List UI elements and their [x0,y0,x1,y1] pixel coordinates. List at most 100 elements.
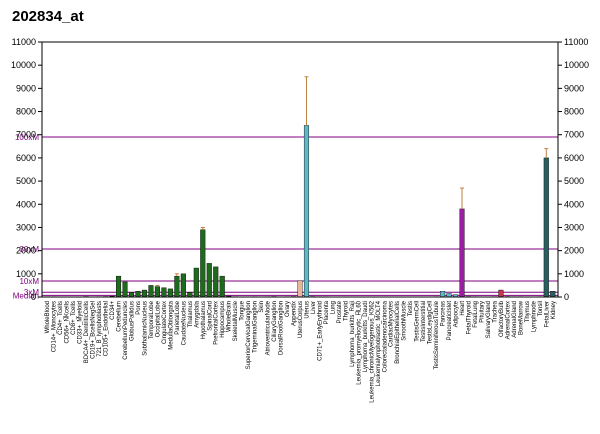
x-tick-label: Amygdala [194,300,200,327]
x-tick-label: CD105+_Endothelial [104,301,110,356]
y-tick-label-left: 3000 [16,222,36,232]
y-tick-label-right: 9000 [564,83,584,93]
x-tick-label: CD71+_EarlyErythroid [317,301,323,361]
x-tick-label: Prostate [337,300,343,323]
x-tick-label: MedullaOblongata [168,300,174,349]
x-tick-label: FetalThyroid [467,301,473,334]
x-tick-label: Leukemialymphoblastic_MOLT4 [376,300,382,386]
y-tick-label-right: 8000 [564,107,584,117]
y-axis-left-ticks: 0 1000 2000 3000 4000 5000 6000 7000 8000 9000 100… [11,37,42,302]
bar [440,291,446,298]
bar [193,267,199,298]
y-tick-label-left: 10000 [11,60,36,70]
x-tick-label: ParietalLobe [175,300,181,334]
bar [206,263,212,298]
bar [543,157,549,298]
x-tick-label: CerebellumPeduncles [123,301,129,360]
x-tick-label: Pons [136,301,142,315]
x-tick-label: OlfactoryBulb [499,300,505,337]
x-tick-label: Heart [460,301,466,316]
x-tick-label: Uterus [304,301,310,319]
x-tick-label: AdrenalGland [512,301,518,338]
bar [297,280,303,298]
x-tick-label: Hippocampus [220,301,226,338]
x-tick-label: CingulateCortex [162,301,168,344]
bar [154,286,160,298]
x-tick-label: TestisInterstitial [421,301,427,342]
y-tick-label-left: 1000 [16,269,36,279]
reference-line-label: 30xM [19,245,39,254]
bar [161,287,167,298]
x-tick-label: CiliaryGanglion [272,301,278,342]
bar [135,291,141,298]
x-axis-labels: WholeBlood CD14+_Monocytes CD4+_Tcells CD56… [45,300,557,402]
x-tick-label: SpinalCord [207,301,213,331]
x-tick-label: Skin [259,301,265,313]
x-tick-label: CD8+_Tcells [71,301,77,335]
x-tick-label: Kidney [551,301,557,319]
x-tick-label: Cerebellum [117,301,123,332]
x-tick-label: Testis [408,301,414,316]
x-tick-label: CaudateNucleus [181,301,187,345]
y-tick-label-left: 4000 [16,199,36,209]
bar [200,229,206,298]
x-tick-label: CD4+_Tcells [58,301,64,335]
bar [141,289,147,298]
y-tick-label-left: 5000 [16,176,36,186]
bar [213,266,219,298]
x-tick-label: TemporalLobe [149,300,155,339]
x-tick-label: AtrioventricularNode [266,300,272,355]
x-tick-label: TestisLeydigCell [428,301,434,344]
plot-frame [41,41,559,298]
y-tick-label-left: 11000 [12,37,36,47]
reference-line-label: 10xM [19,277,39,286]
y-tick-label-left: 8000 [16,107,36,117]
x-tick-label: Placenta [324,300,330,324]
x-tick-label: Thalamus [188,301,194,327]
y-tick-label-right: 6000 [564,153,584,163]
x-tick-label: BronchialEpithelialCells [395,301,401,364]
x-tick-label: CD34+ [110,301,116,320]
bar [550,291,556,298]
y-tick-label-right: 3000 [564,222,584,232]
y-axis-right-ticks: 0 1000 2000 3000 4000 5000 6000 7000 8000 9000 100… [558,37,589,302]
y-tick-label-right: 5000 [564,176,584,186]
x-tick-label: SkeletalMuscle [233,300,239,341]
bar [498,289,504,298]
bar [180,273,186,298]
x-tick-label: SmoothMuscle [402,300,408,340]
x-tick-label: BDCA4+_DentriticCells [84,301,90,363]
x-tick-label: Lung [330,301,336,314]
bar [167,288,173,298]
x-tick-label: CD56+_NKcells [65,301,71,344]
x-tick-label: BoneMarrow [518,300,524,335]
y-tick-label-left: 7000 [16,130,36,140]
x-tick-label: Lymphnode [531,300,537,332]
y-tick-label-right: 11000 [564,37,588,47]
x-tick-label: GlobusPallidus [129,301,135,341]
bar [128,292,135,298]
x-tick-label: WholeBrain [227,301,233,332]
x-tick-label: SalivaryGland [486,301,492,338]
y-tick-label-right: 2000 [564,246,584,256]
bar [187,292,193,298]
x-tick-label: TestisGermCell [415,301,421,342]
bar [122,281,128,298]
x-tick-label: Colorectaladenocarcinoma [382,300,388,372]
reference-line-label: Median [13,291,39,300]
y-tick-label-left: 9000 [16,83,36,93]
bar [459,208,465,298]
reference-line-label: 100xM [15,133,39,142]
x-tick-label: FetalLiver [544,301,550,327]
x-tick-label: Pancreas [441,301,447,326]
x-tick-label: CD14+_Monocytes [52,301,58,352]
y-tick-label-right: 7000 [564,130,584,140]
x-tick-label: WholeBlood [45,301,51,333]
bar [446,293,452,298]
x-tick-label: Thyroid [343,301,349,321]
x-tick-label: PrefrontalCortex [214,301,220,345]
axes [41,41,559,298]
x-tick-label: DorsalRootGanglion [279,301,285,355]
x-tick-label: TrigeminalGanglion [253,301,259,353]
